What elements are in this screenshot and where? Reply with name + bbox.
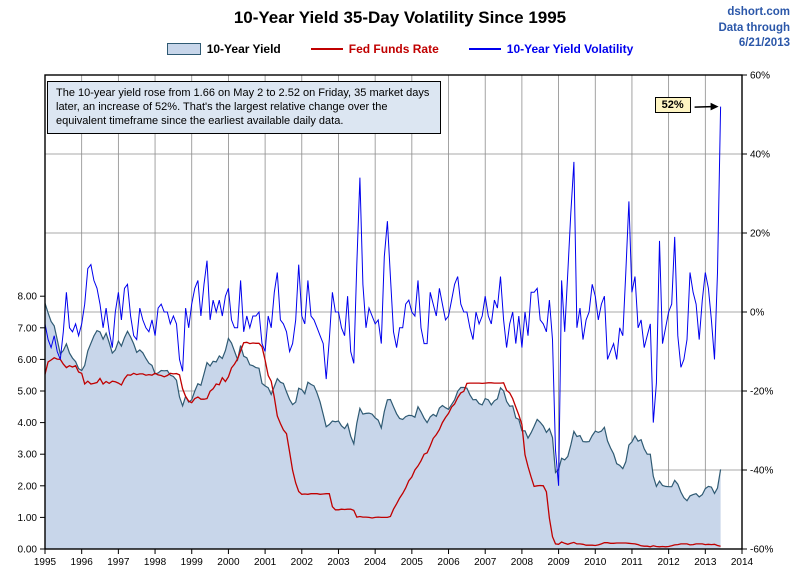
callout-arrowhead-icon [710,102,719,111]
x-tick-label: 2002 [291,557,314,568]
x-tick-label: 2000 [217,557,240,568]
x-tick-label: 2012 [658,557,681,568]
y-right-tick-label: 40% [750,150,770,161]
yield-area-swatch-icon [166,43,201,55]
y-right-tick-label: -60% [750,545,773,556]
callout-52pct: 52% [654,96,691,113]
y-left-tick-label: 5.00 [18,387,38,398]
source-block: dshort.com Data through 6/21/2013 [718,5,790,52]
x-tick-label: 2010 [584,557,607,568]
fed-funds-line [44,341,721,548]
x-tick-label: 2008 [511,557,534,568]
legend-item-yield: 10-Year Yield [166,42,281,56]
source-site: dshort.com [727,6,790,18]
x-tick-label: 1996 [71,557,94,568]
x-tick-label: 1998 [144,557,167,568]
y-left-tick-label: 8.00 [18,292,38,303]
volatility-line-swatch-icon [468,48,501,50]
y-right-tick-label: 20% [750,229,770,240]
y-right-tick-label: -40% [750,466,773,477]
chart-title: 10-Year Yield 35-Day Volatility Since 19… [233,8,567,27]
y-left-tick-label: 4.00 [18,418,38,429]
callout-arrow-line [694,105,712,108]
x-tick-label: 2013 [694,557,717,568]
volatility-line [44,106,722,486]
x-tick-label: 1995 [34,557,57,568]
y-right-tick-label: -20% [750,387,773,398]
x-tick-label: 2011 [621,557,643,568]
legend: 10-Year Yield Fed Funds Rate 10-Year Yie… [0,42,800,56]
fed-funds-line-swatch-icon [310,48,343,50]
y-right-tick-label: 60% [750,71,770,82]
legend-label-volatility: 10-Year Yield Volatility [506,42,634,56]
legend-item-volatility: 10-Year Yield Volatility [468,42,634,56]
y-left-tick-label: 3.00 [18,450,38,461]
y-left-tick-label: 0.00 [18,545,38,556]
y-left-tick-label: 6.00 [18,355,38,366]
x-tick-label: 2009 [547,557,570,568]
x-tick-label: 2005 [401,557,424,568]
y-right-tick-label: 0% [750,308,765,319]
y-left-tick-label: 2.00 [18,481,38,492]
yield-line [44,303,722,502]
x-tick-label: 2004 [364,557,387,568]
x-tick-label: 1997 [107,557,130,568]
annotation-box: The 10-year yield rose from 1.66 on May … [47,81,441,135]
x-tick-label: 2001 [254,557,277,568]
y-left-tick-label: 1.00 [18,513,38,524]
data-through-date: 6/21/2013 [738,37,790,50]
x-tick-label: 2003 [327,557,350,568]
y-left-tick-label: 7.00 [18,323,38,334]
x-tick-label: 2014 [731,557,754,568]
x-tick-label: 2007 [474,557,497,568]
data-through-label: Data through [718,21,790,34]
legend-item-fed-funds: Fed Funds Rate [310,42,439,56]
yield-area [45,303,721,549]
legend-label-yield: 10-Year Yield [206,42,281,56]
x-tick-label: 1999 [181,557,204,568]
x-tick-label: 2006 [437,557,460,568]
legend-label-fed-funds: Fed Funds Rate [348,42,439,56]
